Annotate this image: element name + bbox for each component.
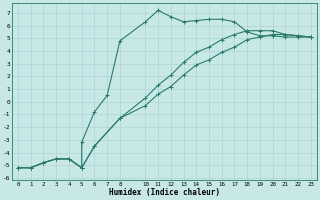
X-axis label: Humidex (Indice chaleur): Humidex (Indice chaleur) — [109, 188, 220, 197]
